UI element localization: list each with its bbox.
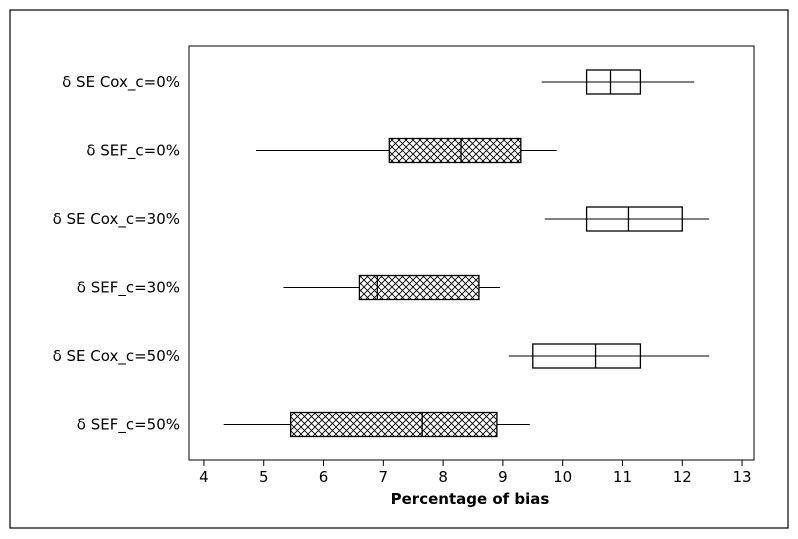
x-axis-title: Percentage of bias [391, 490, 550, 508]
category-label: δ SE Cox_c=30% [53, 210, 180, 229]
category-label: δ SEF_c=0% [86, 142, 180, 161]
x-tick-label: 5 [259, 468, 269, 486]
x-tick-label: 10 [553, 468, 572, 486]
x-tick-label: 13 [732, 468, 751, 486]
interquartile-box [388, 137, 522, 164]
interquartile-box [358, 274, 480, 301]
category-label: δ SE Cox_c=0% [62, 73, 180, 92]
box-series [223, 69, 710, 438]
category-label: δ SEF_c=30% [77, 279, 180, 298]
x-tick-label: 8 [438, 468, 448, 486]
box-plot-item [283, 274, 500, 301]
plot-area [188, 45, 755, 461]
box-plot-item [255, 137, 557, 164]
box-plot-item [544, 206, 710, 232]
category-label: δ SE Cox_c=50% [53, 347, 180, 366]
x-tick-label: 9 [498, 468, 508, 486]
box-plot-item [223, 411, 530, 438]
x-tick-label: 4 [199, 468, 209, 486]
x-tick-label: 12 [673, 468, 692, 486]
x-tick-label: 11 [613, 468, 632, 486]
x-tick-label: 7 [379, 468, 389, 486]
category-labels: δ SE Cox_c=0% δ SEF_c=0% δ SE Cox_c=30% δ S… [53, 73, 180, 435]
box-plot-item [541, 69, 695, 95]
x-axis-ticks: 4 5 6 7 8 9 10 11 12 13 [199, 460, 752, 486]
interquartile-box [289, 411, 498, 438]
x-tick-label: 6 [319, 468, 329, 486]
box-plot-item [508, 343, 710, 369]
category-label: δ SEF_c=50% [77, 416, 180, 435]
